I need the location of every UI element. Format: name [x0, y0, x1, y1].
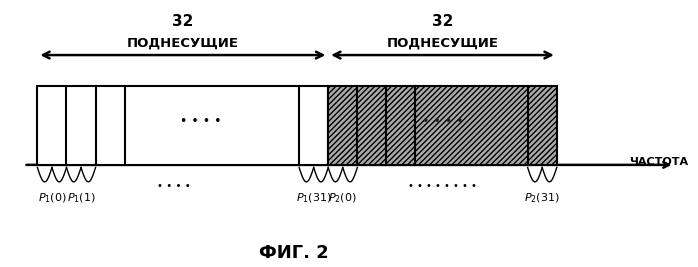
Text: • • • •: • • • •: [179, 115, 221, 128]
Bar: [38, 87, 328, 165]
Text: • • • •: • • • •: [157, 181, 191, 191]
Text: $P_2(31)$: $P_2(31)$: [524, 191, 560, 205]
Text: ПОДНЕСУЩИЕ: ПОДНЕСУЩИЕ: [127, 37, 239, 50]
Bar: [328, 87, 557, 165]
Text: ФИГ. 2: ФИГ. 2: [259, 244, 329, 262]
Text: $P_2(0)$: $P_2(0)$: [328, 191, 357, 205]
Text: $P_1(0)$: $P_1(0)$: [38, 191, 66, 205]
Text: ЧАСТОТА: ЧАСТОТА: [629, 157, 688, 167]
Text: $P_1(1)$: $P_1(1)$: [66, 191, 96, 205]
Text: • • • •: • • • •: [422, 115, 463, 128]
Text: • • • • • • • •: • • • • • • • •: [408, 181, 477, 191]
Text: 32: 32: [172, 14, 193, 29]
Text: $P_1(31)$: $P_1(31)$: [296, 191, 332, 205]
Text: ПОДНЕСУЩИЕ: ПОДНЕСУЩИЕ: [387, 37, 498, 50]
Text: 32: 32: [432, 14, 453, 29]
